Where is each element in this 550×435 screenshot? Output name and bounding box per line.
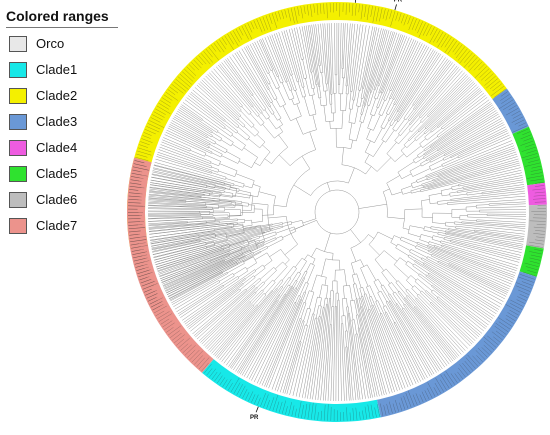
legend-label: Clade5: [36, 166, 78, 181]
legend-label: Clade6: [36, 192, 78, 207]
legend-swatch: [9, 218, 27, 234]
pr-marker-label: PR: [394, 0, 403, 4]
legend-label: Clade3: [36, 114, 78, 129]
tip-labels: [127, 2, 547, 422]
legend-swatch: [9, 88, 27, 104]
pr-marker: PR: [394, 0, 403, 11]
clade-range-clade6: [526, 204, 547, 249]
legend-item-clade4: Clade4: [6, 136, 118, 162]
legend-item-orco: Orco: [6, 32, 118, 58]
clade-range-clade1: [202, 359, 381, 422]
legend-swatch: [9, 62, 27, 78]
tip-label-texture: [127, 2, 547, 422]
pr-marker-line: [394, 4, 397, 11]
legend-title: Colored ranges: [6, 8, 118, 28]
legend-item-clade2: Clade2: [6, 84, 118, 110]
legend-swatch: [9, 192, 27, 208]
legend-label: Clade7: [36, 218, 78, 233]
legend-swatch: [9, 36, 27, 52]
legend-label: Orco: [36, 36, 65, 51]
legend-label: Clade4: [36, 140, 78, 155]
clade-range-clade3: [492, 88, 529, 134]
legend-item-clade3: Clade3: [6, 110, 118, 136]
legend-label: Clade2: [36, 88, 78, 103]
clade-range-clade7: [126, 157, 214, 373]
pr-marker-line: [255, 406, 259, 413]
pr-markers: PR PR PR: [250, 0, 403, 421]
legend-item-clade5: Clade5: [6, 162, 118, 188]
legend-swatch: [9, 166, 27, 182]
legend-item-clade1: Clade1: [6, 58, 118, 84]
pr-marker: PR: [354, 0, 356, 3]
clade-range-clade3: [376, 271, 537, 418]
legend-item-clade7: Clade7: [6, 214, 118, 240]
legend-label: Clade1: [36, 62, 78, 77]
legend-swatch: [9, 114, 27, 130]
legend-item-clade6: Clade6: [6, 188, 118, 214]
clade-range-clade4: [527, 182, 547, 206]
pr-marker-label: PR: [250, 415, 259, 421]
legend-swatch: [9, 140, 27, 156]
legend-items: Orco Clade1 Clade2 Clade3 Clade4 Clade5: [6, 32, 118, 240]
pr-marker-line: [354, 0, 356, 3]
pr-marker: PR: [250, 406, 259, 421]
branch-paths: [147, 22, 527, 402]
legend: Colored ranges Orco Clade1 Clade2 Clade3…: [6, 8, 118, 240]
tree-branches: [147, 22, 527, 402]
